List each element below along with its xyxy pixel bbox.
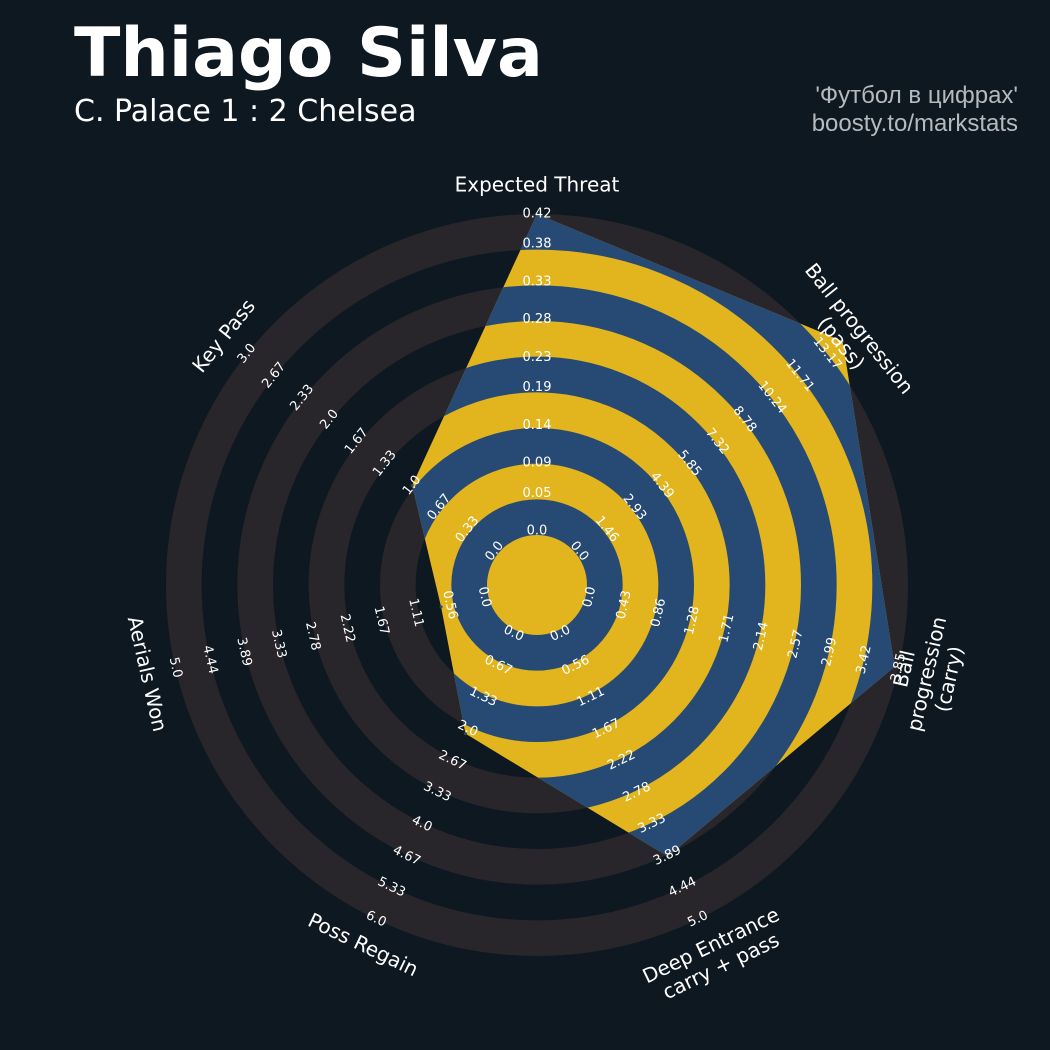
tick-label: 1.71 xyxy=(716,613,737,645)
tick-label: 2.22 xyxy=(337,613,358,645)
credit: boosty.to/markstats xyxy=(811,110,1018,137)
category-label: Expected Threat xyxy=(454,172,620,197)
tick-label: 0.28 xyxy=(523,312,552,327)
tick-label: 0.19 xyxy=(523,380,552,395)
tick-label: 0.0 xyxy=(580,585,599,609)
tick-label: 3.33 xyxy=(268,628,289,660)
tick-label: 0.0 xyxy=(475,585,494,609)
tick-label: 0.0 xyxy=(527,524,548,539)
radar-vertex xyxy=(535,212,539,216)
tick-label: 0.09 xyxy=(523,456,552,471)
credit: 'Футбол в цифрах' xyxy=(815,82,1018,109)
radar-vertex xyxy=(666,854,670,858)
radar-vertex xyxy=(410,483,414,487)
tick-label: 2.14 xyxy=(751,620,772,652)
band xyxy=(412,427,695,743)
radar-vertex xyxy=(893,665,897,669)
tick-label: 2.57 xyxy=(785,628,806,660)
tick-label: 0.38 xyxy=(523,237,552,252)
tick-label: 1.28 xyxy=(682,605,703,637)
tick-label: 0.43 xyxy=(614,589,635,621)
tick-label: 5.0 xyxy=(166,656,185,680)
tick-label: 0.14 xyxy=(523,418,552,433)
tick-label: 0.56 xyxy=(439,589,460,621)
tick-label: 4.44 xyxy=(199,644,220,676)
tick-label: 1.11 xyxy=(405,597,426,629)
band xyxy=(451,499,623,671)
tick-label: 2.99 xyxy=(819,636,840,668)
band xyxy=(412,285,837,857)
radar-vertex xyxy=(841,339,845,343)
tick-label: 0.23 xyxy=(523,350,552,365)
tick-label: 3.42 xyxy=(854,644,875,676)
radar-vertex xyxy=(439,605,443,609)
tick-label: 2.78 xyxy=(302,620,323,652)
radar-vertex xyxy=(463,732,467,736)
tick-label: 1.67 xyxy=(371,605,392,637)
tick-label: 0.86 xyxy=(648,597,669,629)
tick-label: 3.85 xyxy=(888,652,909,684)
chart-subtitle: C. Palace 1 : 2 Chelsea xyxy=(74,94,417,129)
tick-label: 0.05 xyxy=(523,486,552,501)
tick-label: 0.33 xyxy=(523,274,552,289)
tick-label: 3.89 xyxy=(233,636,254,668)
chart-title: Thiago Silva xyxy=(74,14,543,93)
tick-label: 0.42 xyxy=(523,207,552,222)
